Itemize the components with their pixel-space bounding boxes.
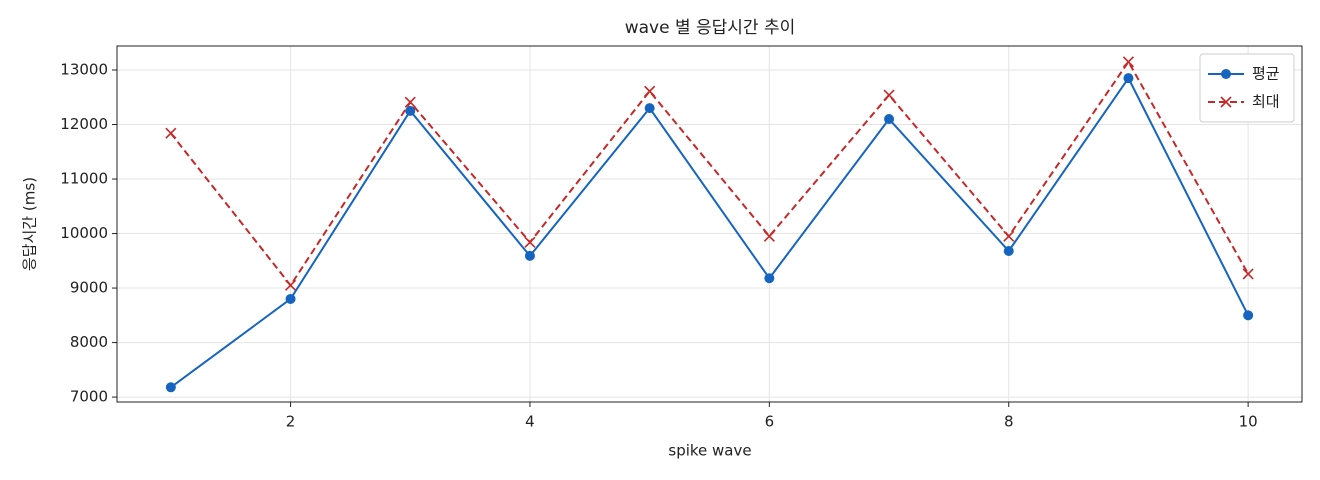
data-point: [524, 236, 536, 248]
data-point: [1122, 56, 1135, 68]
y-tick-label: 8000: [70, 333, 108, 351]
legend-label: 평균: [1252, 65, 1280, 83]
data-point: [524, 250, 535, 261]
x-axis-label: spike wave: [668, 442, 751, 460]
y-tick-label: 11000: [60, 170, 108, 188]
data-point: [1003, 245, 1014, 256]
data-point: [764, 273, 775, 284]
x-tick-label: 2: [286, 413, 296, 431]
legend-marker: [1220, 96, 1232, 108]
data-point: [1243, 310, 1254, 321]
data-point: [1003, 230, 1015, 242]
data-point: [165, 382, 176, 393]
data-point: [763, 230, 775, 242]
data-point: [884, 114, 895, 125]
y-tick-label: 13000: [60, 60, 108, 78]
data-point: [1123, 73, 1134, 84]
plot-frame: [116, 45, 1303, 403]
data-point: [165, 127, 177, 139]
x-tick-label: 8: [1004, 413, 1014, 431]
legend-marker: [1221, 69, 1231, 79]
x-tick-label: 4: [525, 413, 535, 431]
legend-label: 최대: [1252, 93, 1280, 111]
legend-box: [1199, 53, 1295, 123]
data-point: [883, 89, 895, 101]
data-point: [285, 293, 296, 304]
series-line: [170, 76, 1250, 389]
y-tick-label: 10000: [60, 224, 108, 242]
y-axis-label: 응답시간 (ms): [21, 177, 39, 271]
x-tick-label: 6: [765, 413, 775, 431]
data-point: [644, 85, 656, 97]
y-tick-label: 9000: [70, 279, 108, 297]
y-tick-label: 12000: [60, 115, 108, 133]
x-tick-label: 10: [1239, 413, 1258, 431]
y-tick-label: 7000: [70, 388, 108, 406]
data-point: [644, 103, 655, 114]
data-point: [284, 279, 297, 291]
series-line: [170, 59, 1250, 288]
data-point: [405, 105, 416, 116]
data-point: [1242, 268, 1254, 280]
chart-title: wave 별 응답시간 추이: [625, 18, 796, 38]
data-point: [404, 96, 416, 108]
